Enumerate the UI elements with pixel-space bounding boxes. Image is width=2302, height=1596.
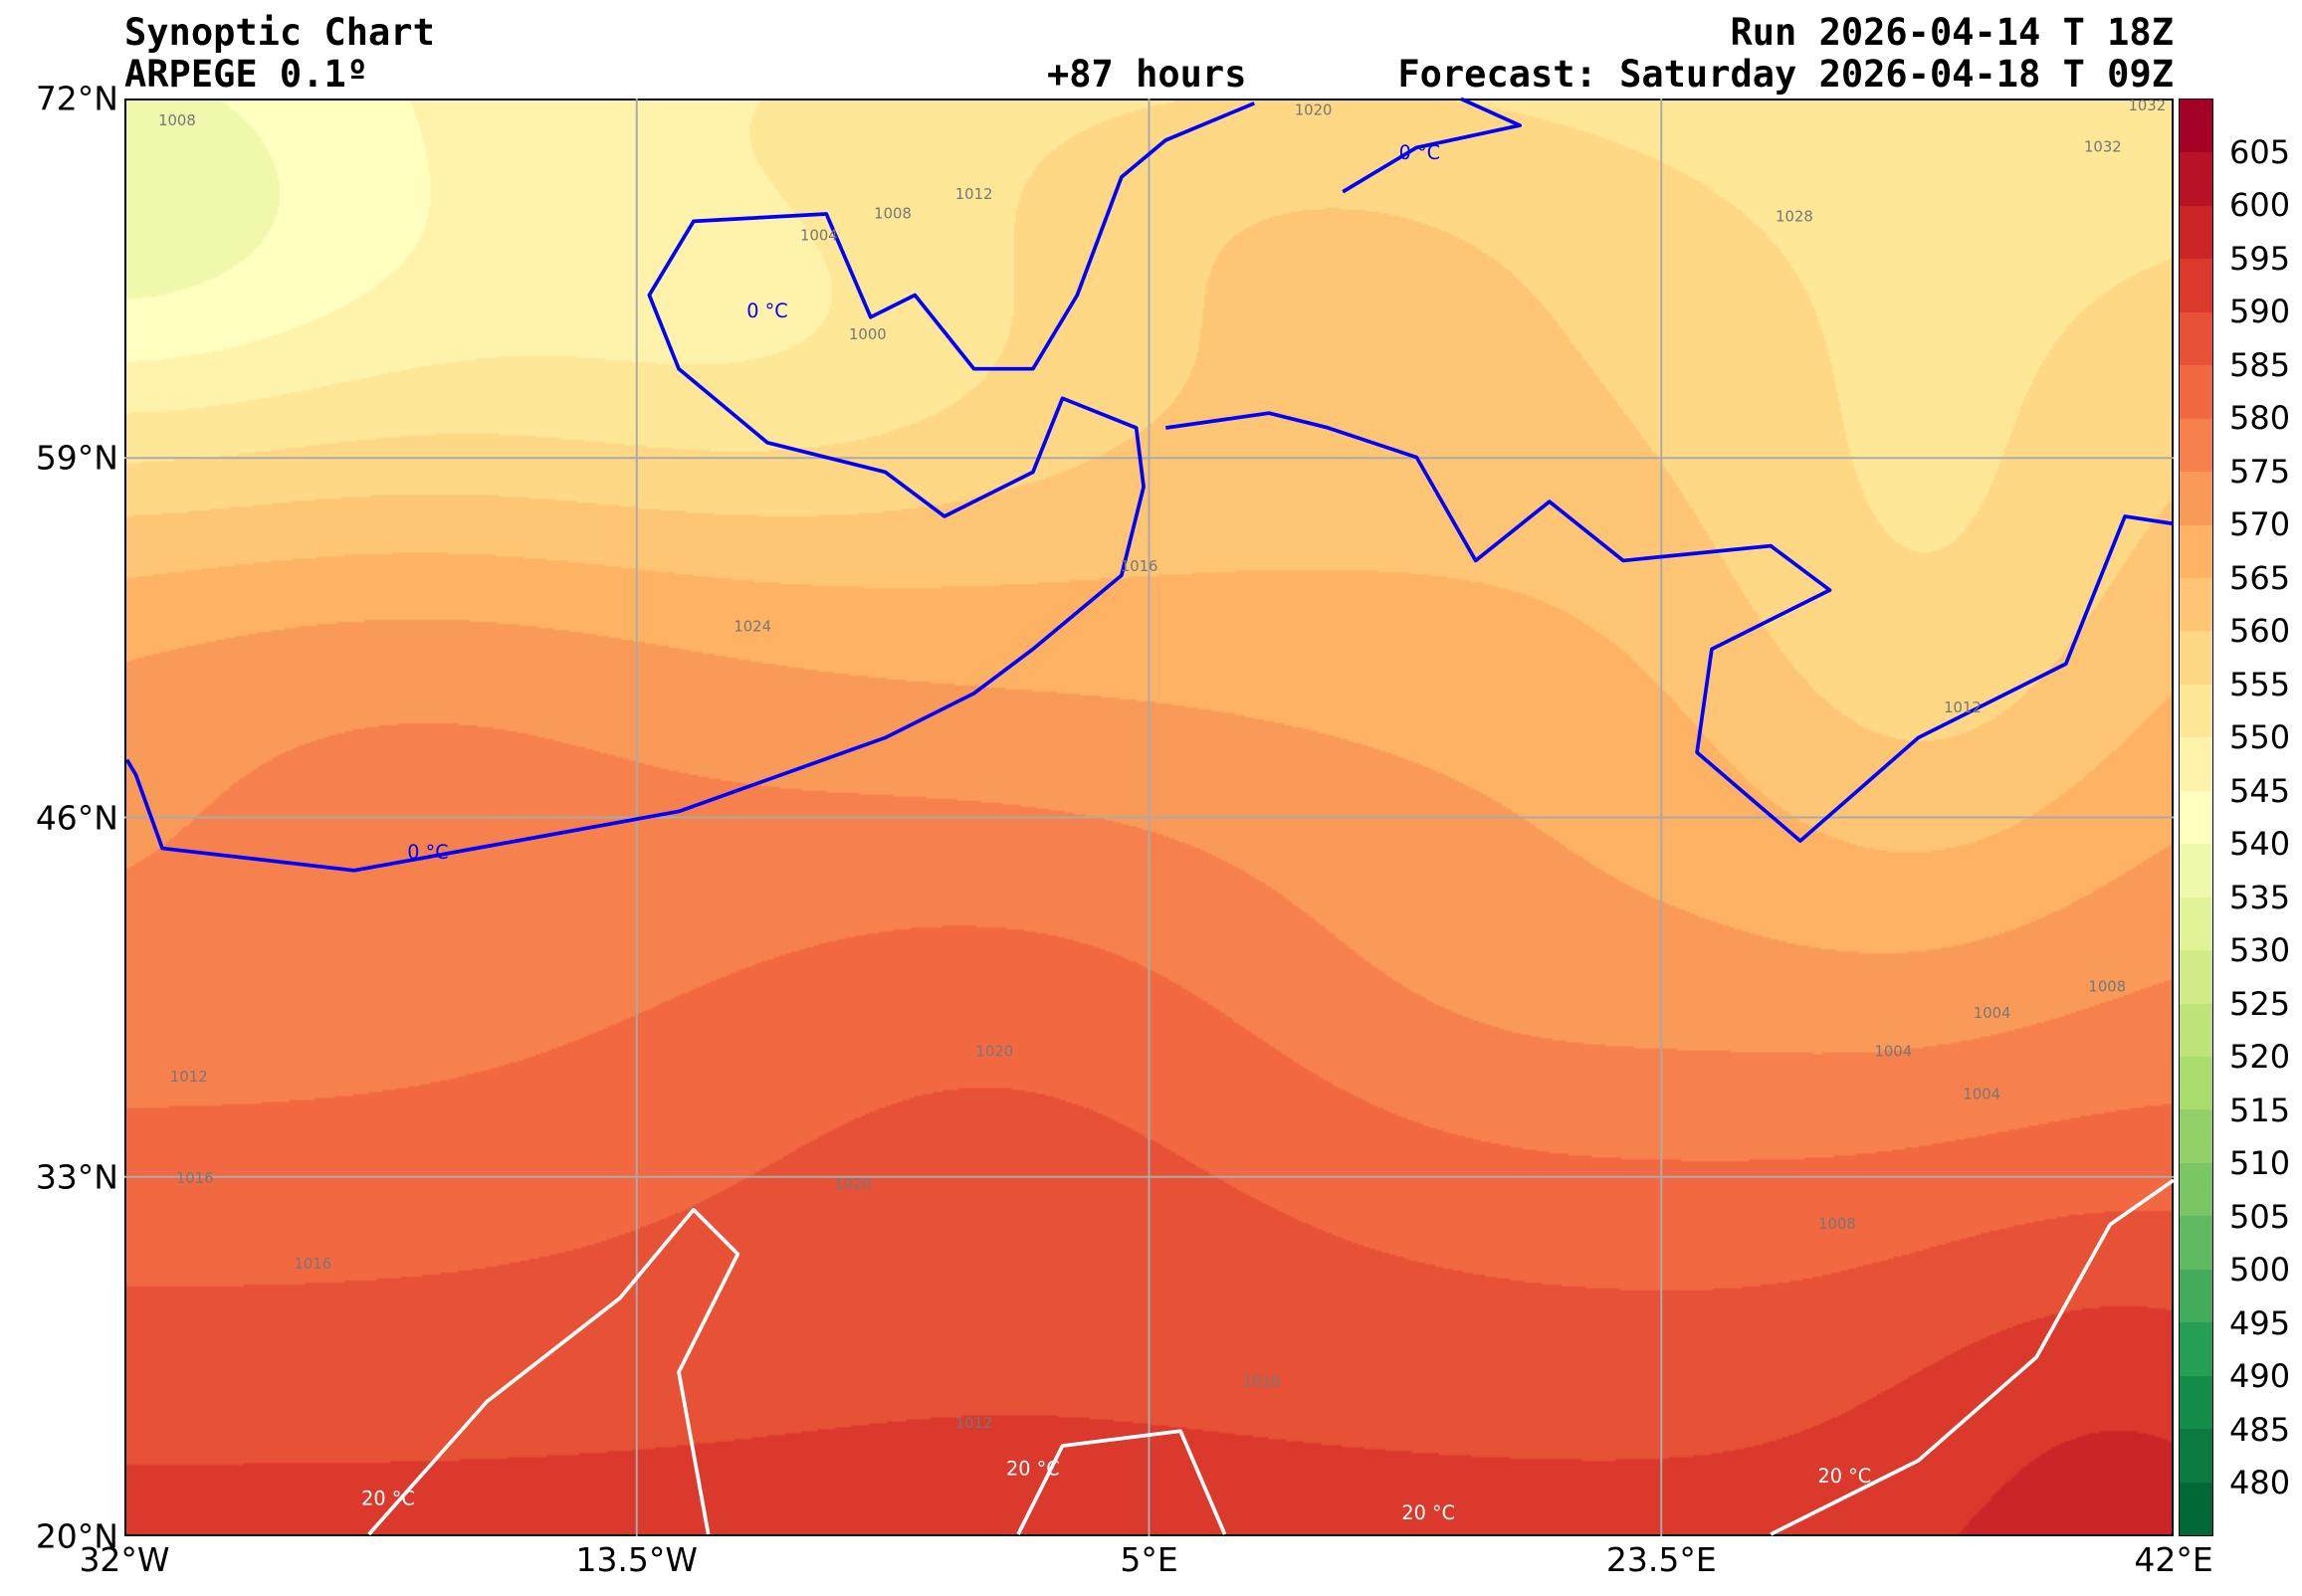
colorbar-tick-label: 520 [2229,1038,2291,1077]
colorbar-tick-label: 525 [2229,984,2291,1023]
colorbar [2179,99,2213,1536]
lead-time: +87 hours [1047,53,1247,96]
colorbar-bin [2180,1161,2212,1217]
forecast-time: Forecast: Saturday 2026-04-18 T 09Z [1397,53,2174,96]
colorbar-tick-label: 605 [2229,132,2291,171]
colorbar-bin [2180,1374,2212,1430]
colorbar-bin [2180,896,2212,951]
y-tick-label: 33°N [35,1157,118,1197]
colorbar-tick-label: 595 [2229,239,2291,278]
colorbar-tick-label: 535 [2229,878,2291,916]
colorbar-bin [2180,577,2212,632]
map-plot-area [124,99,2174,1536]
colorbar-tick-label: 485 [2229,1410,2291,1449]
colorbar-bin [2180,258,2212,312]
x-tick-label: 23.5°E [1605,1540,1717,1579]
colorbar-bin [2180,1215,2212,1270]
colorbar-tick-label: 600 [2229,186,2291,225]
colorbar-tick-label: 515 [2229,1091,2291,1129]
colorbar-bin [2180,99,2212,153]
colorbar-bin [2180,364,2212,419]
x-tick-label: 5°E [1120,1540,1178,1579]
model-name: ARPEGE 0.1º [124,53,369,96]
colorbar-bin [2180,843,2212,898]
colorbar-tick-label: 590 [2229,293,2291,331]
y-tick-label: 72°N [35,79,118,118]
geopotential-filled-contours [126,100,2172,1534]
colorbar-bin [2180,1481,2212,1535]
colorbar-tick-label: 545 [2229,771,2291,810]
colorbar-bin [2180,789,2212,845]
colorbar-bin [2180,1108,2212,1163]
colorbar-tick-label: 580 [2229,399,2291,438]
colorbar-tick-label: 575 [2229,452,2291,491]
y-tick-label: 20°N [35,1516,118,1556]
y-tick-label: 46°N [35,798,118,837]
colorbar-bin [2180,523,2212,578]
colorbar-bin [2180,1056,2212,1110]
colorbar-bin [2180,1268,2212,1323]
x-tick-label: 13.5°W [575,1540,699,1579]
colorbar-tick-label: 565 [2229,558,2291,597]
x-tick-label: 32°W [79,1540,170,1579]
colorbar-tick-label: 495 [2229,1303,2291,1342]
colorbar-bin [2180,471,2212,525]
colorbar-bin [2180,736,2212,791]
colorbar-tick-label: 550 [2229,718,2291,757]
colorbar-bin [2180,151,2212,206]
colorbar-tick-label: 555 [2229,665,2291,703]
colorbar-tick-label: 480 [2229,1464,2291,1502]
colorbar-bin [2180,417,2212,473]
colorbar-tick-label: 505 [2229,1197,2291,1236]
colorbar-tick-label: 530 [2229,931,2291,970]
chart-title: Synoptic Chart [124,11,435,54]
colorbar-tick-label: 585 [2229,345,2291,384]
x-tick-label: 42°E [2134,1540,2213,1579]
colorbar-bin [2180,1002,2212,1057]
colorbar-bin [2180,683,2212,738]
colorbar-tick-label: 500 [2229,1251,2291,1290]
y-tick-label: 59°N [35,438,118,478]
colorbar-bin [2180,1428,2212,1483]
colorbar-bin [2180,1321,2212,1376]
colorbar-bin [2180,204,2212,260]
colorbar-tick-label: 540 [2229,825,2291,864]
colorbar-tick-label: 510 [2229,1144,2291,1183]
colorbar-tick-label: 560 [2229,612,2291,651]
run-time: Run 2026-04-14 T 18Z [1730,11,2174,54]
colorbar-tick-label: 490 [2229,1357,2291,1396]
colorbar-bin [2180,630,2212,685]
colorbar-bin [2180,310,2212,366]
colorbar-bin [2180,949,2212,1004]
colorbar-tick-label: 570 [2229,505,2291,544]
